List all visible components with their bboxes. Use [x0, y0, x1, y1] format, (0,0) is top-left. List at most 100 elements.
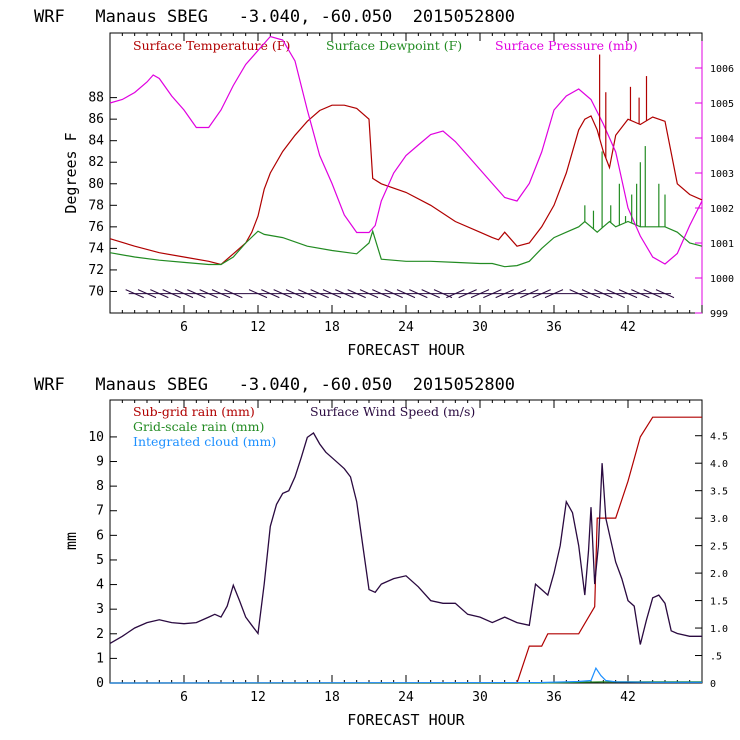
- y2-tick-label: 1001: [710, 239, 734, 250]
- wind-barb-tail: [615, 293, 625, 299]
- wind-barb-tail: [470, 293, 481, 299]
- y2-tick-label: 2.5: [710, 542, 728, 553]
- y-tick-label: 0: [96, 676, 104, 691]
- wind-barb: [273, 289, 283, 295]
- top-x-ticks: 6 12 18 24 30 36 42: [109, 33, 703, 335]
- x-tick-label: 12: [250, 690, 266, 705]
- y2-tick-label: 1.5: [710, 597, 728, 608]
- temperature-line: [109, 104, 703, 266]
- y-tick-label: 7: [96, 504, 104, 519]
- top-plot-frame: [109, 32, 703, 314]
- wind-barb: [655, 289, 666, 295]
- dewpoint-line: [109, 220, 703, 268]
- wind-barb: [631, 289, 641, 295]
- x-tick-label: 42: [620, 690, 636, 705]
- x-tick-label: 30: [472, 690, 488, 705]
- bottom-y-axis-label: mm: [62, 532, 80, 550]
- wind-barb: [335, 289, 345, 295]
- y2-tick-label: 0: [710, 679, 716, 690]
- top-y-axis-label: Degrees F: [62, 132, 80, 213]
- x-tick-label: 6: [180, 690, 188, 705]
- wind-barb-tail: [183, 293, 194, 299]
- wind-barb-tail: [319, 293, 329, 299]
- top-y-ticks: 70 72 74 76 78 80 82 84 86 88: [88, 91, 117, 299]
- legend-grid-rain: Grid-scale rain (mm): [133, 419, 264, 434]
- wind-barb: [248, 289, 259, 295]
- bottom-x-axis-label: FORECAST HOUR: [347, 711, 465, 729]
- legend-temperature: Surface Temperature (F): [133, 38, 290, 53]
- wind-barb-tail: [430, 293, 440, 299]
- top-panel-title: WRF Manaus SBEG -3.040, -60.050 20150528…: [34, 7, 515, 27]
- wind-barb: [359, 289, 370, 295]
- wind-barb: [594, 289, 604, 295]
- y-tick-label: 4: [96, 578, 104, 593]
- y-tick-label: 70: [88, 284, 104, 299]
- wind-barb: [162, 289, 172, 295]
- wind-barb-tail: [652, 293, 662, 299]
- wind-barb-tail: [544, 293, 555, 299]
- top-y2-ticks: 999 1000 1001 1002 1003 1004 1005 1006: [695, 64, 734, 320]
- y-tick-label: 74: [88, 241, 104, 256]
- y-tick-label: 3: [96, 602, 104, 617]
- top-series-layer: [109, 35, 703, 268]
- wind-barb-tail: [627, 293, 638, 299]
- wind-barb-tail: [233, 293, 243, 299]
- y2-tick-label: 4.0: [710, 459, 728, 470]
- y-tick-label: 78: [88, 198, 104, 213]
- y-tick-label: 82: [88, 155, 104, 170]
- wind-barb: [137, 289, 148, 295]
- wind-barb-tail: [381, 293, 391, 299]
- wind-barb: [261, 289, 271, 295]
- wind-barb-tail: [368, 293, 379, 299]
- bottom-y2-ticks: 0 .5 1.0 1.5 2.0 2.5 3.0 3.5 4.0 4.5: [695, 432, 728, 690]
- bottom-panel: WRF Manaus SBEG -3.040, -60.050 20150528…: [34, 375, 728, 729]
- wind-barb: [211, 289, 222, 295]
- y2-tick-label: 4.5: [710, 432, 728, 443]
- wind-barb: [322, 289, 333, 295]
- y2-tick-label: 1002: [710, 204, 734, 215]
- y2-tick-label: 3.0: [710, 514, 728, 525]
- y-tick-label: 76: [88, 220, 104, 235]
- wind-barb-tail: [393, 293, 403, 299]
- wind-barb-tail: [532, 293, 542, 299]
- wind-barb: [224, 289, 234, 295]
- wind-barb: [516, 289, 527, 295]
- wind-barb: [553, 289, 564, 295]
- x-tick-label: 24: [398, 320, 414, 335]
- wind-barb-tail: [331, 293, 342, 299]
- wind-barb: [643, 289, 653, 295]
- y2-tick-label: 1003: [710, 169, 734, 180]
- wind-barb-tail: [146, 293, 157, 299]
- wind-barb: [581, 289, 592, 295]
- wind-barb: [606, 289, 616, 295]
- wind-barb-tail: [442, 293, 453, 299]
- y-tick-label: 1: [96, 651, 104, 666]
- wind-barb-tail: [356, 293, 366, 299]
- wind-barb: [310, 289, 320, 295]
- x-tick-label: 24: [398, 690, 414, 705]
- legend-dewpoint: Surface Dewpoint (F): [326, 38, 462, 53]
- wind-barb: [347, 289, 357, 295]
- wind-barb-tail: [257, 293, 268, 299]
- legend-wind-speed: Surface Wind Speed (m/s): [310, 404, 475, 419]
- wind-barb-tail: [270, 293, 280, 299]
- x-tick-label: 6: [180, 320, 188, 335]
- x-tick-label: 36: [546, 690, 562, 705]
- y2-tick-label: 2.0: [710, 569, 728, 580]
- y-tick-label: 5: [96, 553, 104, 568]
- y-tick-label: 9: [96, 455, 104, 470]
- wind-barbs: [125, 289, 675, 299]
- wind-barb: [433, 289, 444, 295]
- wind-barb: [174, 289, 185, 295]
- wind-barb-tail: [282, 293, 292, 299]
- wind-barb: [125, 289, 135, 295]
- wind-barb-tail: [507, 293, 518, 299]
- wind-barb-tail: [483, 293, 493, 299]
- top-x-axis-label: FORECAST HOUR: [347, 341, 465, 359]
- wind-barb-tail: [603, 293, 613, 299]
- wind-barb-tail: [664, 293, 675, 299]
- bottom-legend: Sub-grid rain (mm) Surface Wind Speed (m…: [133, 404, 475, 449]
- y2-tick-label: 1005: [710, 99, 734, 110]
- y2-tick-label: 1000: [710, 274, 734, 285]
